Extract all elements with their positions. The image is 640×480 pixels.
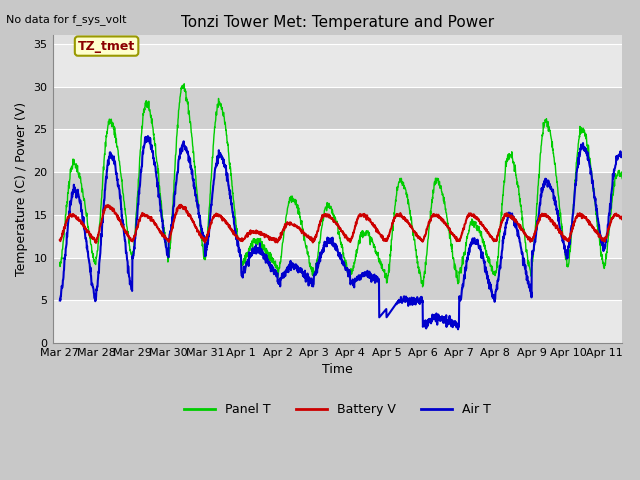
Title: Tonzi Tower Met: Temperature and Power: Tonzi Tower Met: Temperature and Power xyxy=(181,15,494,30)
X-axis label: Time: Time xyxy=(322,363,353,376)
Y-axis label: Temperature (C) / Power (V): Temperature (C) / Power (V) xyxy=(15,102,28,276)
Bar xyxy=(52,300,623,343)
Text: No data for f_sys_volt: No data for f_sys_volt xyxy=(6,14,127,25)
Bar xyxy=(52,172,623,215)
Bar xyxy=(52,44,623,86)
Bar xyxy=(52,86,623,129)
Bar xyxy=(52,258,623,300)
Bar xyxy=(52,215,623,258)
Text: TZ_tmet: TZ_tmet xyxy=(78,40,135,53)
Legend: Panel T, Battery V, Air T: Panel T, Battery V, Air T xyxy=(179,398,496,421)
Bar xyxy=(52,129,623,172)
